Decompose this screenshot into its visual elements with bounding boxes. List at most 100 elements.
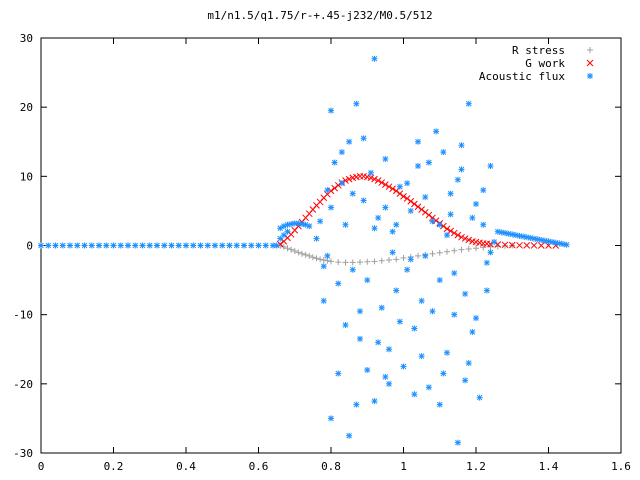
g-work-point xyxy=(389,185,396,193)
acoustic-flux-point xyxy=(226,242,233,249)
acoustic-flux-point xyxy=(139,242,146,249)
acoustic-flux-point xyxy=(335,370,342,377)
r-stress-point xyxy=(436,249,443,256)
acoustic-flux-point xyxy=(52,242,59,249)
acoustic-flux-point xyxy=(462,290,469,297)
r-stress-point xyxy=(487,243,494,250)
r-stress-point xyxy=(364,258,371,265)
acoustic-flux-point xyxy=(433,128,440,135)
g-work-point xyxy=(342,177,349,184)
x-tick-label: 0.6 xyxy=(249,460,269,473)
data-marks xyxy=(38,55,570,446)
acoustic-flux-point xyxy=(382,204,389,211)
r-stress-point xyxy=(451,247,458,254)
r-stress-point xyxy=(393,256,400,263)
acoustic-flux-point xyxy=(386,380,392,387)
acoustic-flux-point xyxy=(353,401,360,408)
r-stress-point xyxy=(502,242,508,249)
acoustic-flux-point xyxy=(480,221,487,228)
acoustic-flux-point xyxy=(320,297,327,304)
acoustic-flux-point xyxy=(110,242,117,249)
acoustic-flux-point xyxy=(324,187,331,194)
acoustic-flux-point xyxy=(382,156,389,163)
g-work-point xyxy=(454,231,462,239)
x-tick-label: 1.2 xyxy=(466,460,486,473)
legend-marker xyxy=(586,59,594,67)
r-stress-point xyxy=(465,245,472,252)
acoustic-flux-point xyxy=(67,242,73,249)
acoustic-flux-point xyxy=(338,180,345,187)
x-tick-label: 0.8 xyxy=(321,460,341,473)
acoustic-flux-point xyxy=(364,367,371,373)
g-work-point xyxy=(465,236,473,244)
acoustic-flux-point xyxy=(458,142,465,149)
acoustic-flux-point xyxy=(81,242,88,249)
acoustic-flux-point xyxy=(454,439,461,446)
acoustic-flux-point xyxy=(436,277,443,284)
acoustic-flux-point xyxy=(117,242,124,249)
acoustic-flux-point xyxy=(74,242,81,249)
acoustic-flux-point xyxy=(407,256,414,263)
y-tick-label: 30 xyxy=(20,32,33,45)
acoustic-flux-point xyxy=(371,55,378,62)
acoustic-flux-point xyxy=(103,242,110,249)
r-stress-point xyxy=(378,257,385,264)
axis-ticks: 0 0.2 0.4 0.6 0.8 1 1.2 1.4 1.6 30 20 10 0 -10 -20 -30 xyxy=(13,32,631,473)
acoustic-flux-point xyxy=(324,252,331,259)
acoustic-flux-point xyxy=(212,242,218,249)
g-work-point xyxy=(440,222,447,230)
acoustic-flux-point xyxy=(357,308,363,315)
g-work-point xyxy=(425,211,433,219)
y-tick-label: 10 xyxy=(20,170,33,183)
g-work-point xyxy=(378,179,386,186)
acoustic-flux-point xyxy=(436,401,443,408)
acoustic-flux-point xyxy=(407,207,414,214)
acoustic-flux-point xyxy=(328,415,334,422)
r-stress-point xyxy=(415,252,421,259)
acoustic-flux-point xyxy=(520,233,527,240)
acoustic-flux-point xyxy=(219,242,226,249)
r-stress-point xyxy=(429,250,436,257)
x-tick-label: 0.4 xyxy=(176,460,196,473)
acoustic-flux-point xyxy=(527,234,534,241)
acoustic-flux-point xyxy=(502,230,508,237)
acoustic-flux-point xyxy=(183,242,189,249)
acoustic-flux-point xyxy=(400,363,407,370)
acoustic-flux-point xyxy=(262,242,269,249)
y-tick-label: 0 xyxy=(26,240,33,253)
acoustic-flux-point xyxy=(328,204,334,211)
acoustic-flux-point xyxy=(404,266,411,273)
g-work-point xyxy=(443,225,451,233)
r-stress-point xyxy=(342,259,349,266)
legend-label: G work xyxy=(525,57,565,70)
r-stress-point xyxy=(299,250,305,257)
acoustic-flux-point xyxy=(346,432,353,439)
acoustic-flux-point xyxy=(154,242,160,249)
g-work-point xyxy=(530,242,538,249)
acoustic-flux-point xyxy=(483,287,490,294)
g-work-point xyxy=(367,174,375,182)
acoustic-flux-point xyxy=(248,242,255,249)
r-stress-point xyxy=(280,243,287,250)
g-work-point xyxy=(458,233,465,241)
acoustic-flux-point xyxy=(418,353,425,360)
plot-area: 0 0.2 0.4 0.6 0.8 1 1.2 1.4 1.6 30 20 10 0 -10 -20 -30 xyxy=(13,32,631,473)
g-work-point xyxy=(537,242,545,249)
g-work-point xyxy=(276,240,284,248)
acoustic-flux-point xyxy=(146,242,153,249)
r-stress-point xyxy=(288,246,295,253)
legend-label: R stress xyxy=(512,44,565,57)
g-work-point xyxy=(508,241,516,249)
acoustic-flux-point xyxy=(331,159,338,166)
acoustic-flux-point xyxy=(473,315,479,322)
r-stress-point xyxy=(291,248,298,255)
acoustic-flux-point xyxy=(342,221,349,228)
acoustic-flux-point xyxy=(161,242,168,249)
acoustic-flux-point xyxy=(415,138,421,145)
r-stress-point xyxy=(349,259,356,266)
acoustic-flux-point xyxy=(367,169,374,176)
acoustic-flux-point xyxy=(59,242,66,249)
acoustic-flux-point xyxy=(168,242,175,249)
acoustic-flux-point xyxy=(328,107,334,114)
acoustic-flux-point xyxy=(396,183,403,190)
